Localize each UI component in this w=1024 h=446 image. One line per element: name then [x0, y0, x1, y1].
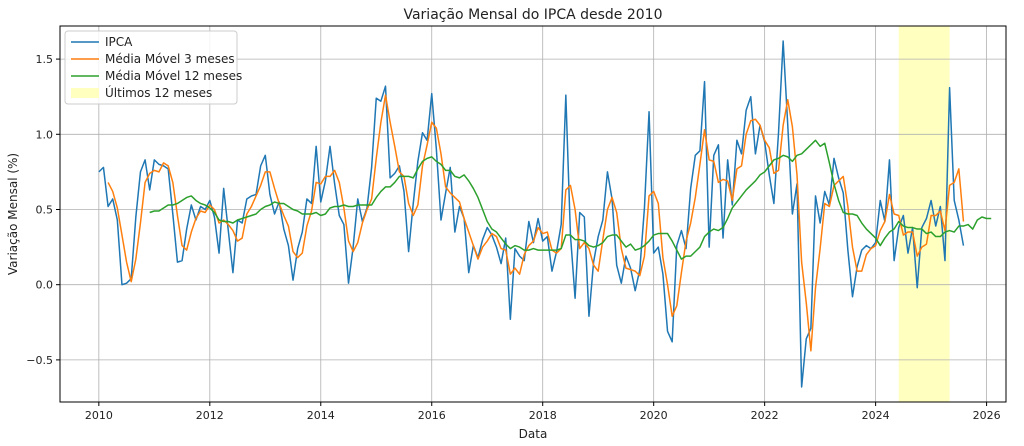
x-tick-label: 2026	[973, 409, 1001, 422]
x-axis-label: Data	[519, 427, 548, 441]
y-tick-label: 0.5	[36, 203, 54, 216]
plot-frame	[59, 25, 1007, 403]
legend-label: IPCA	[105, 35, 133, 49]
legend-label: Média Móvel 12 meses	[105, 69, 242, 83]
legend: IPCA Média Móvel 3 meses Média Móvel 12 me…	[64, 30, 242, 105]
y-tick-label: −0.5	[26, 354, 53, 367]
series-layer	[98, 40, 992, 388]
highlight-layer	[898, 26, 950, 402]
y-tick-label: 1.5	[36, 53, 54, 66]
y-tick-label: 1.0	[36, 128, 54, 141]
chart-title: Variação Mensal do IPCA desde 2010	[403, 7, 662, 23]
x-tick-label: 2012	[196, 409, 224, 422]
x-tick-label: 2018	[529, 409, 557, 422]
x-tick-label: 2020	[640, 409, 668, 422]
y-axis-label: Variação Mensal (%)	[6, 153, 20, 275]
x-tick-label: 2022	[751, 409, 779, 422]
x-tick-label: 2014	[307, 409, 335, 422]
highlight-band	[898, 26, 950, 402]
tick-layer: 2010 2012 2014 2016 2018 2020 2022 2024 2026 −0.5…	[26, 53, 1000, 422]
series-line-1	[107, 94, 965, 352]
legend-label: Média Móvel 3 meses	[105, 52, 235, 66]
legend-box	[64, 30, 238, 105]
series-line-2	[149, 139, 992, 260]
x-tick-label: 2016	[418, 409, 446, 422]
y-tick-label: 0.0	[36, 279, 54, 292]
x-tick-label: 2010	[85, 409, 113, 422]
x-tick-label: 2024	[862, 409, 890, 422]
legend-swatch	[71, 88, 99, 98]
legend-label: Últimos 12 meses	[105, 85, 212, 100]
